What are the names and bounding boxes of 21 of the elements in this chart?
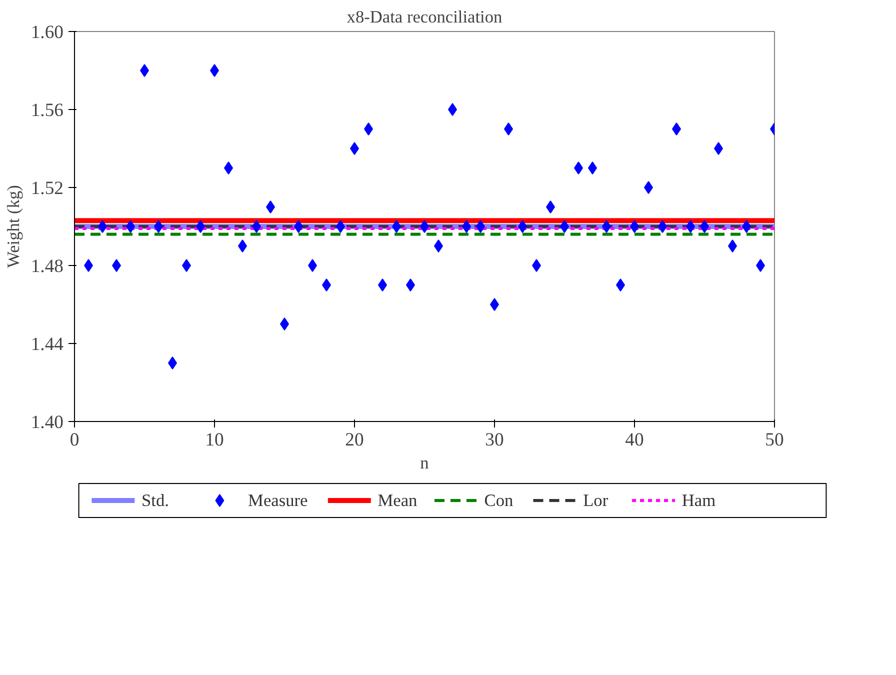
y-tick-label: 1.56 (30, 100, 64, 121)
legend-label: Con (484, 491, 514, 510)
y-tick-label: 1.40 (30, 412, 64, 433)
x-axis-title: n (420, 454, 430, 472)
legend-label: Std. (142, 491, 169, 510)
y-tick-label: 1.48 (30, 256, 64, 277)
x-tick-label: 20 (345, 430, 364, 450)
y-tick-label: 1.60 (30, 22, 64, 43)
y-axis-title: Weight (kg) (4, 184, 23, 268)
legend-label: Lor (583, 491, 608, 510)
y-tick-label: 1.52 (30, 178, 64, 199)
legend-label: Ham (682, 491, 716, 510)
chart-title: x8-Data reconciliation (346, 8, 503, 26)
x-tick-label: 40 (625, 430, 644, 450)
legend-label: Measure (248, 491, 308, 510)
legend-label: Mean (378, 491, 418, 510)
x-tick-label: 30 (485, 430, 504, 450)
x-tick-label: 10 (205, 430, 224, 450)
x-tick-label: 50 (765, 430, 784, 450)
y-tick-label: 1.44 (30, 334, 64, 355)
x-tick-label: 0 (70, 430, 80, 450)
